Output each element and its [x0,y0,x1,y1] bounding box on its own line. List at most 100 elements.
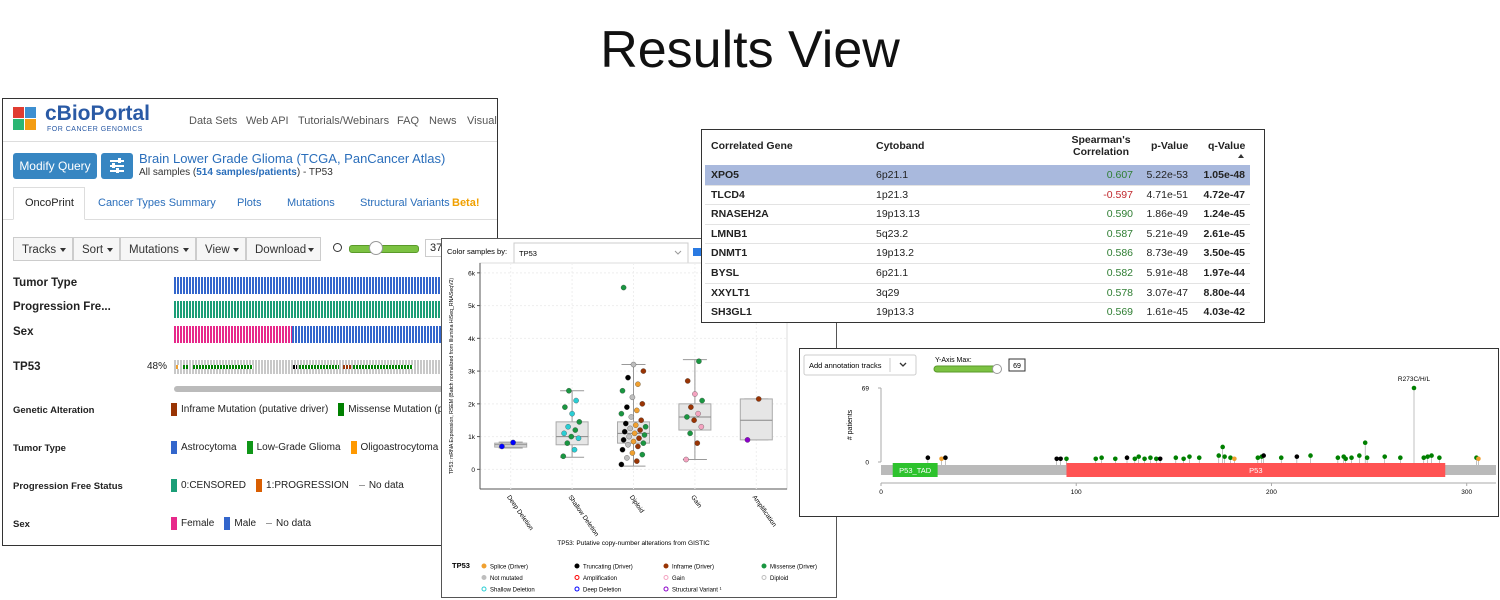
tab[interactable]: Mutations [287,197,335,209]
lollipop-head[interactable] [1335,455,1341,461]
lollipop-head[interactable] [1261,453,1266,458]
toolbar-button[interactable]: View [196,237,246,261]
lollipop-head[interactable] [1099,455,1104,461]
lollipop-head[interactable] [1064,456,1069,462]
select-value: TP53 [519,249,537,258]
lollipop-head[interactable] [1398,455,1403,461]
lollipop-head[interactable] [1294,454,1300,459]
gene-cell[interactable]: SH3GL1 [711,306,752,319]
study-title[interactable]: Brain Lower Grade Glioma (TCGA, PanCance… [139,151,446,166]
gene-cell[interactable]: RNASEH2A [711,208,769,221]
lollipop-head[interactable] [1232,456,1237,462]
samples-count[interactable]: 514 samples/patients [196,167,297,178]
protein-domain[interactable] [892,463,938,477]
nav-link[interactable]: FAQ [397,115,420,127]
lollipop-head[interactable] [1228,455,1233,461]
x-axis-label: TP53: Putative copy-number alterations f… [557,540,710,547]
lollipop-head[interactable] [1362,440,1368,445]
lollipop-head[interactable] [1124,455,1130,461]
legend-item: Female [171,517,214,530]
lollipop-head[interactable] [1255,455,1261,461]
tab[interactable]: OncoPrint [25,197,74,209]
lollipop-head[interactable] [1437,455,1442,461]
p-value-cell: 8.73e-49 [1146,247,1188,260]
lollipop-head[interactable] [1343,456,1348,462]
lollipop-head[interactable] [1216,453,1222,458]
protein-domain[interactable] [1066,463,1446,477]
gene-cell[interactable]: LMNB1 [711,227,748,240]
data-point [569,410,575,417]
lollipop-head[interactable] [1349,455,1354,461]
gene-cell[interactable]: BYSL [711,267,740,279]
lollipop-head[interactable] [1148,455,1153,461]
lollipop-head[interactable] [1476,456,1481,462]
nav-link[interactable]: Tutorials/Webinars [298,115,390,127]
lollipop-head[interactable] [925,455,931,461]
lollipop-head[interactable] [1142,456,1147,462]
nav-link[interactable]: Data Sets [189,115,238,127]
gene-cell[interactable]: XPO5 [711,169,740,181]
gene-cell[interactable]: XXYLT1 [711,286,750,299]
lollipop-head[interactable] [1093,456,1099,462]
y-max-slider[interactable] [933,365,1001,373]
logo-icon [13,119,24,130]
zoom-slider[interactable] [349,245,419,253]
legend-label: Shallow Deletion [490,587,535,593]
lollipop-head[interactable] [1411,385,1417,391]
lollipop-head[interactable] [1421,455,1427,461]
lollipop-head[interactable] [943,455,948,461]
header-cell: p-Value [1151,140,1189,152]
tab[interactable]: Structural Variants [360,197,450,209]
lollipop-head[interactable] [1153,456,1159,462]
nav-link[interactable]: News [429,115,457,127]
lollipop-head[interactable] [1364,455,1370,461]
toolbar-button[interactable]: Mutations [120,237,196,261]
q-value-cell: 2.61e-45 [1203,227,1245,240]
nav-link[interactable]: Web API [246,115,289,127]
legend-title: Progression Free Status [13,481,123,492]
legend-marker [481,563,487,569]
lollipop-head[interactable] [1181,456,1186,462]
lollipop-head[interactable] [1112,456,1118,462]
lollipop-head[interactable] [1220,444,1225,450]
nav-link[interactable]: Visualiz [467,115,497,127]
tab[interactable]: Plots [237,197,262,209]
lollipop-head[interactable] [1187,454,1192,459]
lollipop-head[interactable] [939,456,944,462]
settings-button[interactable] [101,153,133,179]
alteration-mark [176,365,179,369]
color-by-label: Color samples by: [447,247,507,256]
data-point [576,419,583,425]
toolbar-button[interactable]: Download [246,237,321,261]
gene-cell[interactable]: TLCD4 [711,188,745,201]
gene-cell[interactable]: DNMT1 [711,247,748,260]
checkbox[interactable] [693,248,701,256]
select-box[interactable] [803,354,917,376]
lollipop-head[interactable] [1429,453,1434,458]
lollipop-head[interactable] [1058,456,1063,462]
alteration-mark [183,365,189,369]
modify-query-button[interactable]: Modify Query [13,153,97,179]
lollipop-head[interactable] [1132,456,1138,462]
data-point [625,374,631,381]
lollipop-head[interactable] [1278,455,1284,461]
lollipop-head[interactable] [1157,456,1163,462]
legend-swatch [246,441,253,454]
lollipop-head[interactable] [1136,454,1142,459]
header-cell[interactable]: q-Value [1208,140,1246,152]
correlation-cell: 0.582 [1106,267,1133,279]
lollipop-head[interactable] [1425,454,1430,459]
lollipop-head[interactable] [1173,455,1179,461]
lollipop-head[interactable] [1054,456,1060,462]
q-value-cell: 1.24e-45 [1203,208,1245,221]
tab[interactable]: Cancer Types Summary [98,197,216,209]
lollipop-head[interactable] [1308,453,1313,458]
lollipop-head[interactable] [1196,455,1202,461]
lollipop-head[interactable] [1357,453,1362,458]
data-point [571,446,578,453]
data-point [619,446,626,453]
select-box[interactable] [513,242,689,264]
lollipop-head[interactable] [1382,454,1388,459]
lollipop-head[interactable] [1222,454,1227,459]
